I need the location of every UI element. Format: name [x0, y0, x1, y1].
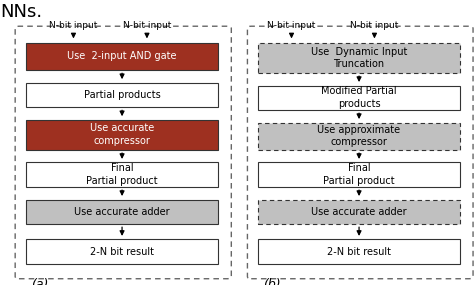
Text: Modified Partial
products: Modified Partial products — [321, 86, 397, 109]
FancyBboxPatch shape — [26, 120, 218, 150]
Text: Use accurate adder: Use accurate adder — [74, 207, 170, 217]
FancyBboxPatch shape — [26, 83, 218, 107]
FancyBboxPatch shape — [26, 162, 218, 187]
Text: NNs.: NNs. — [0, 3, 42, 21]
FancyBboxPatch shape — [26, 43, 218, 70]
Text: N-bit input: N-bit input — [123, 21, 171, 30]
Text: Final
Partial product: Final Partial product — [86, 163, 158, 186]
FancyBboxPatch shape — [258, 200, 460, 224]
Text: (b): (b) — [263, 278, 281, 285]
FancyBboxPatch shape — [258, 123, 460, 150]
Text: N-bit input: N-bit input — [49, 21, 98, 30]
FancyBboxPatch shape — [26, 239, 218, 264]
FancyBboxPatch shape — [258, 86, 460, 110]
Text: 2-N bit result: 2-N bit result — [327, 247, 391, 256]
FancyBboxPatch shape — [258, 43, 460, 73]
Text: Use accurate adder: Use accurate adder — [311, 207, 407, 217]
Text: Use approximate
compressor: Use approximate compressor — [318, 125, 401, 147]
Text: N-bit input: N-bit input — [267, 21, 316, 30]
Text: N-bit input: N-bit input — [350, 21, 399, 30]
Text: Use  Dynamic Input
Truncation: Use Dynamic Input Truncation — [311, 46, 407, 69]
Text: 2-N bit result: 2-N bit result — [90, 247, 154, 256]
Text: Use  2-input AND gate: Use 2-input AND gate — [67, 51, 177, 61]
Text: Partial products: Partial products — [84, 90, 160, 100]
Text: Use accurate
compressor: Use accurate compressor — [90, 123, 154, 146]
FancyBboxPatch shape — [258, 239, 460, 264]
Text: (a): (a) — [31, 278, 48, 285]
Text: Final
Partial product: Final Partial product — [323, 163, 395, 186]
FancyBboxPatch shape — [258, 162, 460, 187]
FancyBboxPatch shape — [26, 200, 218, 224]
